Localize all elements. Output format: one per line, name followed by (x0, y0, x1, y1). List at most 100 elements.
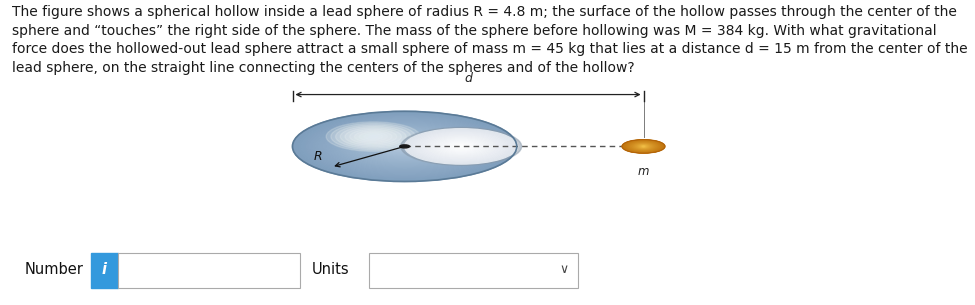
Circle shape (370, 136, 439, 157)
Circle shape (439, 139, 484, 153)
Circle shape (334, 124, 475, 168)
Circle shape (629, 142, 658, 151)
Circle shape (312, 117, 497, 175)
Text: R: R (313, 150, 322, 163)
Circle shape (364, 134, 382, 139)
Circle shape (625, 141, 662, 152)
Circle shape (349, 129, 460, 164)
Circle shape (332, 124, 478, 169)
Circle shape (624, 140, 663, 152)
Circle shape (363, 133, 447, 160)
Circle shape (369, 135, 378, 138)
Circle shape (639, 145, 648, 148)
Circle shape (357, 131, 452, 161)
Circle shape (346, 128, 463, 165)
Circle shape (424, 135, 498, 158)
Circle shape (637, 144, 650, 149)
Circle shape (351, 130, 458, 163)
Circle shape (360, 132, 449, 160)
Circle shape (376, 138, 433, 155)
Circle shape (394, 143, 416, 150)
Circle shape (329, 123, 481, 170)
Circle shape (436, 138, 487, 154)
Circle shape (321, 120, 488, 173)
Circle shape (373, 137, 436, 156)
Text: Units: Units (312, 262, 350, 278)
Circle shape (318, 119, 491, 174)
Circle shape (340, 126, 469, 167)
Circle shape (623, 140, 664, 153)
Circle shape (382, 139, 427, 153)
Circle shape (354, 131, 455, 162)
Circle shape (408, 130, 515, 163)
Circle shape (292, 111, 517, 181)
Circle shape (295, 112, 514, 181)
FancyBboxPatch shape (91, 253, 118, 288)
Circle shape (447, 142, 476, 151)
Circle shape (635, 144, 652, 149)
Circle shape (630, 142, 657, 151)
Circle shape (641, 145, 646, 147)
Circle shape (629, 142, 658, 151)
Circle shape (400, 145, 410, 148)
Circle shape (350, 129, 397, 144)
Circle shape (642, 146, 645, 147)
Circle shape (433, 138, 489, 155)
FancyBboxPatch shape (118, 253, 300, 288)
Circle shape (449, 143, 473, 150)
Circle shape (638, 145, 649, 148)
Circle shape (315, 118, 494, 174)
Circle shape (324, 121, 486, 172)
Circle shape (421, 134, 501, 159)
FancyBboxPatch shape (369, 253, 578, 288)
Text: Number: Number (24, 262, 83, 278)
Circle shape (633, 143, 654, 150)
Circle shape (335, 125, 410, 148)
Circle shape (418, 133, 504, 160)
Text: ∨: ∨ (559, 264, 568, 276)
Circle shape (388, 141, 421, 152)
Circle shape (632, 143, 655, 150)
Circle shape (452, 144, 470, 149)
Circle shape (396, 144, 413, 149)
Circle shape (626, 141, 661, 152)
Circle shape (632, 143, 655, 150)
Circle shape (626, 141, 661, 152)
Circle shape (430, 137, 492, 156)
Circle shape (405, 129, 518, 164)
Circle shape (627, 141, 660, 152)
Circle shape (345, 128, 402, 145)
Circle shape (636, 144, 651, 149)
Circle shape (442, 140, 481, 152)
Circle shape (410, 131, 512, 162)
Circle shape (628, 142, 659, 151)
Circle shape (359, 132, 387, 141)
Text: m: m (638, 165, 649, 178)
Circle shape (427, 136, 495, 157)
Circle shape (455, 145, 467, 148)
Circle shape (337, 125, 472, 167)
Circle shape (343, 127, 466, 166)
Text: The figure shows a spherical hollow inside a lead sphere of radius R = 4.8 m; th: The figure shows a spherical hollow insi… (12, 5, 967, 75)
Circle shape (643, 146, 644, 147)
Circle shape (298, 113, 511, 180)
Circle shape (326, 122, 484, 171)
Circle shape (306, 116, 503, 177)
Circle shape (634, 143, 653, 149)
Circle shape (379, 138, 430, 154)
Circle shape (326, 122, 420, 151)
Circle shape (623, 140, 664, 153)
Circle shape (413, 131, 509, 161)
Circle shape (301, 114, 508, 179)
Circle shape (622, 140, 665, 153)
Circle shape (331, 123, 415, 150)
Text: i: i (101, 262, 107, 278)
Circle shape (640, 145, 647, 148)
Circle shape (637, 144, 650, 149)
Circle shape (366, 134, 444, 159)
Circle shape (340, 126, 407, 147)
Circle shape (391, 142, 418, 151)
Circle shape (399, 145, 410, 148)
Circle shape (643, 146, 644, 147)
Circle shape (369, 135, 441, 158)
